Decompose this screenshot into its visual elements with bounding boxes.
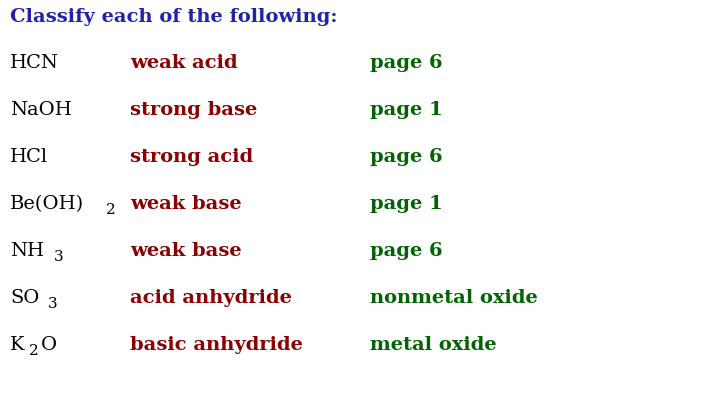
Text: weak base: weak base	[130, 195, 242, 213]
Text: weak base: weak base	[130, 242, 242, 260]
Text: NH: NH	[10, 242, 44, 260]
Text: 2: 2	[29, 344, 38, 358]
Text: 2: 2	[106, 203, 115, 217]
Text: Be(OH): Be(OH)	[10, 195, 84, 213]
Text: page 6: page 6	[370, 54, 443, 72]
Text: page 1: page 1	[370, 101, 443, 119]
Text: basic anhydride: basic anhydride	[130, 336, 303, 354]
Text: page 6: page 6	[370, 242, 443, 260]
Text: SO: SO	[10, 289, 40, 307]
Text: 3: 3	[54, 250, 63, 264]
Text: K: K	[10, 336, 24, 354]
Text: 3: 3	[48, 297, 58, 311]
Text: weak acid: weak acid	[130, 54, 238, 72]
Text: HCl: HCl	[10, 148, 48, 166]
Text: O: O	[41, 336, 58, 354]
Text: strong base: strong base	[130, 101, 257, 119]
Text: page 6: page 6	[370, 148, 443, 166]
Text: acid anhydride: acid anhydride	[130, 289, 292, 307]
Text: page 1: page 1	[370, 195, 443, 213]
Text: NaOH: NaOH	[10, 101, 72, 119]
Text: nonmetal oxide: nonmetal oxide	[370, 289, 538, 307]
Text: Classify each of the following:: Classify each of the following:	[10, 8, 338, 26]
Text: HCN: HCN	[10, 54, 59, 72]
Text: metal oxide: metal oxide	[370, 336, 497, 354]
Text: strong acid: strong acid	[130, 148, 253, 166]
